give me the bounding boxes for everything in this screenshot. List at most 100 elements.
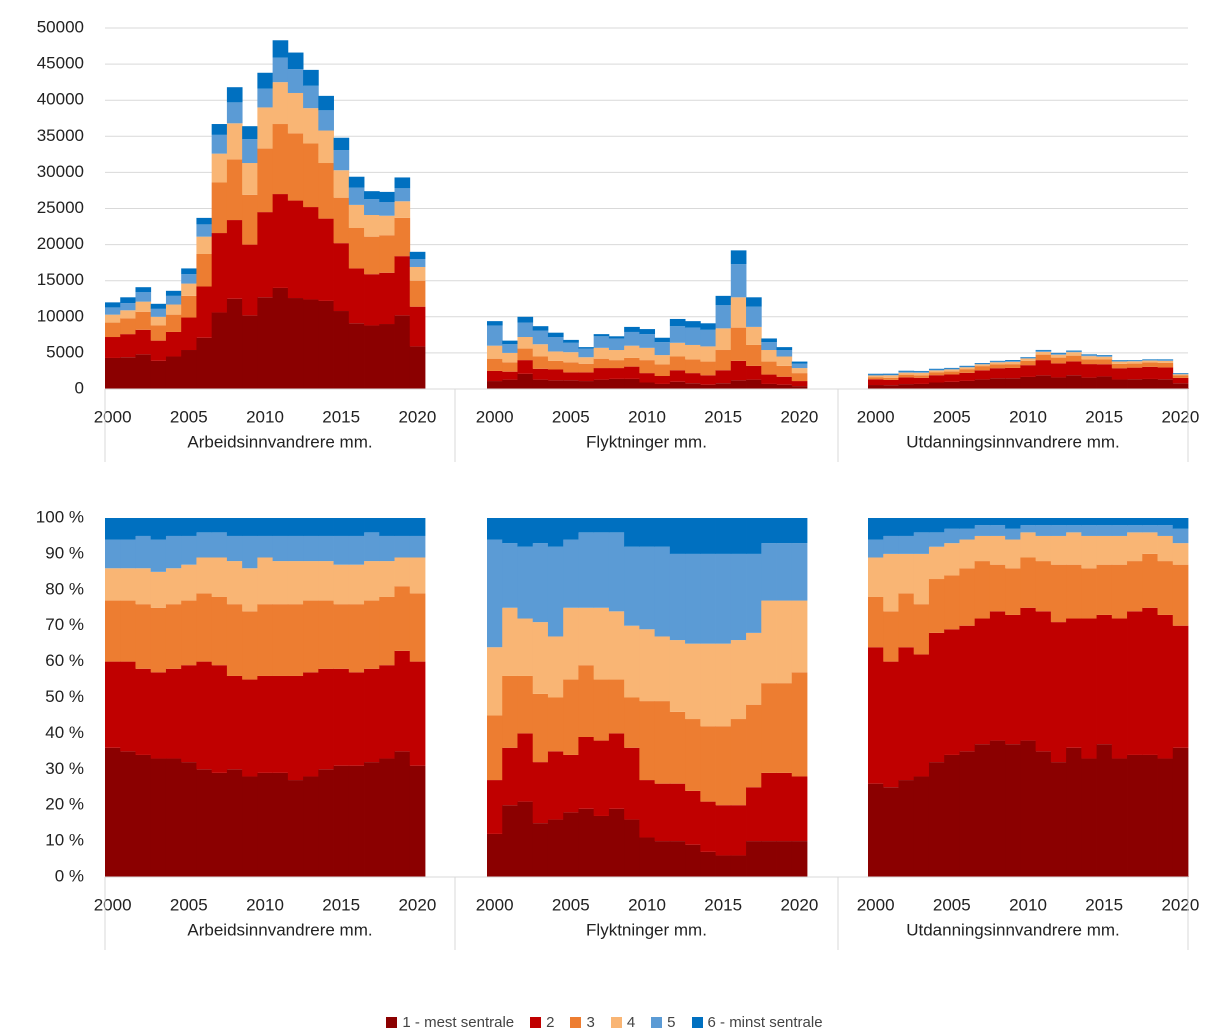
bar-segment (593, 358, 610, 369)
bar-segment (272, 604, 289, 676)
bar-segment (1142, 525, 1158, 533)
bar-segment (791, 361, 808, 364)
bar-segment (1172, 383, 1189, 389)
bar-segment (211, 134, 228, 154)
bar-segment (1172, 625, 1189, 748)
x-tick-label: 2005 (170, 895, 208, 914)
bar-segment (135, 754, 152, 877)
bar-segment (333, 311, 350, 389)
bar-segment (563, 380, 579, 389)
bar-segment (120, 751, 136, 877)
bar-segment (669, 326, 686, 343)
bar-segment (669, 783, 686, 842)
bar-segment (1127, 532, 1143, 562)
bar-segment (898, 535, 915, 554)
bar-segment (593, 815, 610, 877)
bar-segment (761, 361, 777, 375)
bar-segment (563, 754, 579, 813)
bar-segment (883, 374, 899, 376)
bar-segment (532, 622, 549, 694)
bar-segment (898, 372, 915, 375)
bar-segment (776, 384, 793, 389)
bar-segment (730, 805, 747, 856)
bar-segment (928, 518, 945, 533)
bar-segment (303, 143, 319, 208)
bar-segment (150, 539, 167, 572)
bar-segment (517, 675, 534, 734)
bar-segment (1096, 535, 1113, 565)
bar-segment (196, 532, 213, 558)
bar-segment (944, 381, 960, 389)
bar-segment (563, 607, 579, 680)
x-tick-label: 2010 (1009, 407, 1047, 426)
bar-segment (394, 177, 411, 189)
y-tick-label: 90 % (45, 543, 84, 562)
bar-segment (989, 611, 1006, 741)
bar-segment (791, 368, 808, 374)
bar-segment (974, 744, 991, 877)
bar-segment (928, 375, 945, 383)
bar-segment (715, 295, 732, 306)
bar-segment (394, 557, 411, 587)
bar-segment (1081, 535, 1097, 569)
x-tick-label: 2000 (94, 895, 132, 914)
bar-segment (928, 368, 945, 370)
bar-segment (1157, 614, 1174, 759)
bar-segment (348, 564, 365, 605)
bar-segment (333, 197, 350, 244)
bar-segment (532, 344, 549, 357)
bar-segment (272, 124, 289, 195)
bar-segment (1020, 358, 1037, 361)
bar-segment (989, 740, 1006, 877)
bar-segment (608, 808, 625, 877)
bar-segment (654, 636, 671, 702)
bar-segment (379, 202, 395, 216)
bar-segment (487, 345, 503, 359)
bar-segment (593, 607, 610, 680)
bar-segment (379, 596, 395, 666)
bar-segment (120, 318, 136, 335)
bar-segment (1157, 758, 1174, 877)
legend-label: 2 (546, 1014, 555, 1031)
bar-segment (1096, 364, 1113, 377)
bar-segment (959, 365, 976, 367)
bar-segment (730, 719, 747, 806)
bar-segment (532, 330, 549, 345)
bar-segment (211, 665, 228, 773)
bar-segment (1050, 535, 1067, 565)
bar-segment (1142, 518, 1158, 526)
bar-segment (517, 801, 534, 877)
bar-segment (348, 323, 365, 389)
bar-segment (761, 342, 777, 351)
bar-segment (257, 772, 274, 877)
bar-segment (502, 340, 518, 345)
bar-segment (944, 575, 960, 630)
bar-segment (959, 625, 976, 752)
bar-segment (959, 568, 976, 626)
bar-segment (989, 535, 1006, 565)
bar-segment (165, 518, 182, 536)
bar-segment (242, 244, 258, 316)
bar-segment (685, 373, 701, 384)
bar-segment (532, 379, 549, 389)
bar-segment (135, 604, 152, 669)
bar-segment (578, 372, 595, 382)
bar-segment (105, 600, 121, 662)
bar-segment (776, 356, 793, 366)
bar-segment (394, 535, 411, 558)
bar-segment (1066, 355, 1082, 362)
bar-segment (974, 379, 991, 389)
bar-segment (944, 368, 960, 370)
bar-segment (639, 334, 656, 348)
bar-segment (517, 337, 534, 349)
legend-label: 3 (586, 1014, 595, 1031)
bar-segment (1020, 365, 1037, 377)
bar-segment (578, 357, 595, 364)
bar-segment (517, 348, 534, 361)
bar-segment (685, 790, 701, 845)
bar-segment (959, 751, 976, 877)
bar-segment (685, 643, 701, 720)
y-tick-label: 40000 (37, 90, 84, 109)
bar-segment (303, 207, 319, 300)
bar-segment (639, 360, 656, 374)
